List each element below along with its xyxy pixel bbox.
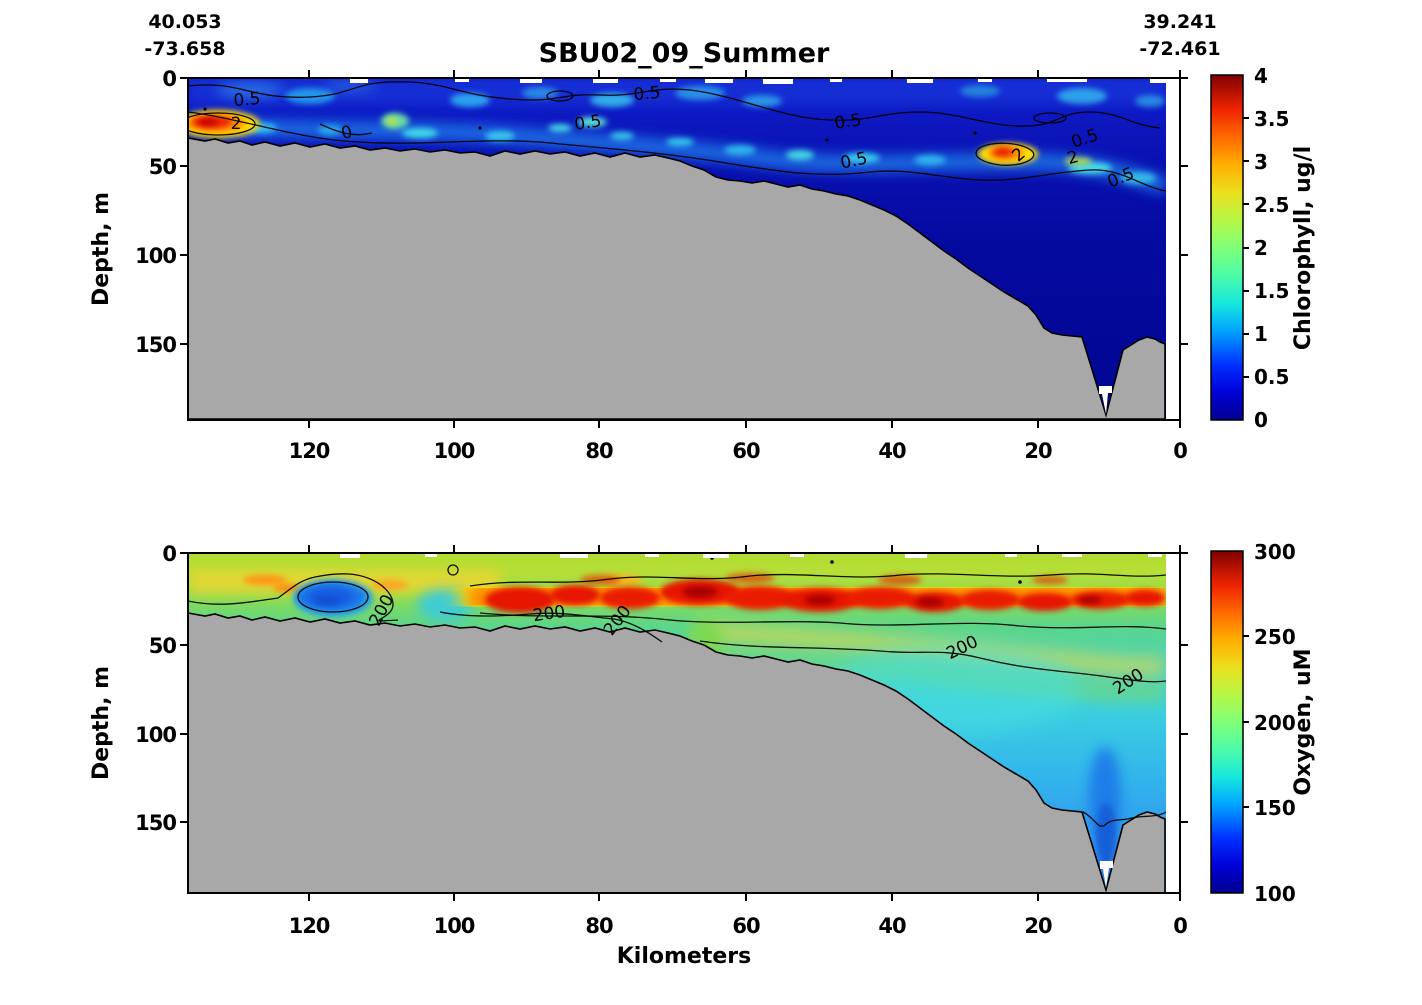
plot-title: SBU02_09_Summer [539,38,830,69]
canyon-data-gap-bottom [1100,861,1113,888]
x-tick-label: 40 [878,439,906,463]
oxygen-axes: 120 100 80 60 40 20 0 0 50 100 150 Depth… [89,542,1188,969]
y-tick-label: 0 [162,67,176,91]
contour-label: 0 [339,122,355,144]
x-tick-label: 120 [289,914,330,938]
y-tick-label: 150 [135,811,176,835]
corner-lon-left: -73.658 [144,38,225,60]
x-axis-label: Kilometers [617,944,751,969]
surface-data-gaps-top [350,78,1166,84]
colorbar-tick: 3 [1254,150,1268,174]
y-tick-label: 0 [162,542,176,566]
colorbar-tick: 3.5 [1254,107,1289,131]
colorbar-tick: 1 [1254,322,1268,346]
chlorophyll-axes: 120 100 80 60 40 20 0 0 50 100 150 Depth… [89,67,1188,463]
chlorophyll-y-tick-labels: 0 50 100 150 [135,67,177,357]
y-tick-label: 50 [149,634,177,658]
contour-label: 0.5 [633,83,662,105]
contour-label: 0.5 [233,89,262,111]
colorbar-tick: 2 [1254,236,1268,260]
x-tick-label: 100 [434,439,475,463]
x-tick-label: 100 [434,914,475,938]
colorbar-tick: 250 [1254,625,1296,649]
colorbar-tick: 150 [1254,796,1296,820]
x-tick-label: 20 [1024,914,1052,938]
x-tick-label: 20 [1024,439,1052,463]
oxygen-field: 200 200 200 200 200 [188,553,1166,893]
chlorophyll-colorbar: 4 3.5 3 2.5 2 1.5 1 0.5 0 Chlorophyll, u… [1210,64,1316,432]
oxygen-contours [188,556,1166,827]
colorbar-tick: 4 [1254,64,1268,88]
bathymetry-top [188,137,1166,420]
corner-lat-left: 40.053 [148,11,221,33]
y-axis-label-bottom: Depth, m [89,666,114,780]
colorbar-tick: 0 [1254,408,1268,432]
x-tick-label: 60 [732,439,760,463]
colorbar-tick: 0.5 [1254,365,1289,389]
bathymetry-bottom [188,612,1166,893]
surface-data-gaps-bottom [340,553,1162,558]
contour-label: 2 [1065,147,1081,169]
contour-label: 2 [231,114,242,134]
chlorophyll-field: 0.5 2 0 0.5 0.5 0.5 0.5 2 2 0.5 0.5 [188,78,1166,420]
oxygen-colorbar-bar [1210,550,1244,894]
y-tick-label: 150 [135,333,176,357]
canyon-data-gap-top [1099,386,1112,414]
contour-label: 200 [532,602,567,626]
colorbar-tick: 300 [1254,540,1296,564]
corner-lon-right: -72.461 [1139,38,1220,60]
colorbar-tick: 100 [1254,882,1296,906]
chlorophyll-colorbar-bar [1210,74,1244,421]
colorbar-tick: 200 [1254,711,1296,735]
contour-label: 0.5 [573,111,603,135]
chlorophyll-colorbar-tick-labels: 4 3.5 3 2.5 2 1.5 1 0.5 0 [1254,64,1289,432]
x-tick-label: 0 [1173,439,1187,463]
colorbar-tick: 1.5 [1254,279,1289,303]
x-tick-label: 80 [585,439,613,463]
chlorophyll-x-tick-labels: 120 100 80 60 40 20 0 [289,439,1189,463]
x-tick-label: 0 [1173,914,1187,938]
y-tick-label: 100 [135,244,176,268]
corner-lat-right: 39.241 [1143,11,1216,33]
oxygen-colorbar: 300 250 200 150 100 Oxygen, uM [1210,540,1316,906]
chlorophyll-contours [188,81,1166,192]
y-axis-label-top: Depth, m [89,192,114,306]
chlorophyll-section-plot: 0.5 2 0 0.5 0.5 0.5 0.5 2 2 0.5 0.5 [89,64,1316,463]
x-tick-label: 60 [732,914,760,938]
oxygen-y-tick-labels: 0 50 100 150 [135,542,177,835]
x-tick-label: 80 [585,914,613,938]
colorbar-tick: 2.5 [1254,193,1289,217]
y-tick-label: 50 [149,155,177,179]
y-tick-label: 100 [135,723,176,747]
chlorophyll-colorbar-label: Chlorophyll, ug/l [1291,146,1316,350]
oxygen-colorbar-label: Oxygen, uM [1291,648,1316,795]
oxygen-x-tick-labels: 120 100 80 60 40 20 0 [289,914,1189,938]
contour-label: 0.5 [833,110,863,134]
x-tick-label: 40 [878,914,906,938]
x-tick-label: 120 [289,439,330,463]
oxygen-colorbar-tick-labels: 300 250 200 150 100 [1254,540,1296,906]
oxygen-section-plot: 200 200 200 200 200 [89,540,1316,969]
